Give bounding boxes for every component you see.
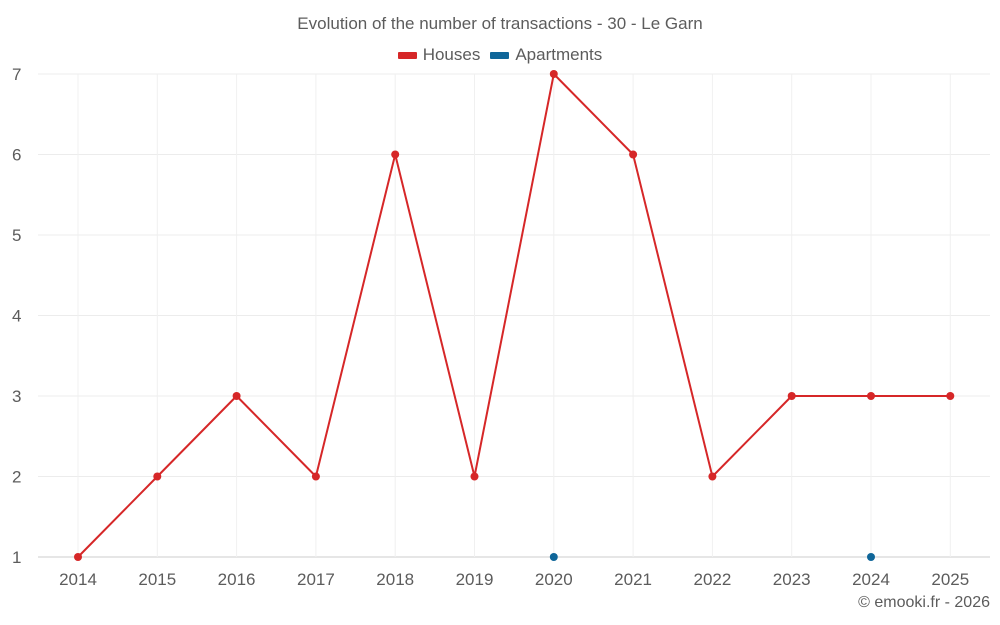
y-tick-label: 7	[12, 65, 21, 84]
chart-legend: Houses Apartments	[0, 45, 1000, 65]
legend-label-houses: Houses	[422, 45, 481, 64]
legend-swatch-apartments	[490, 51, 510, 59]
data-point-houses	[787, 392, 796, 400]
x-tick-label: 2014	[59, 570, 97, 589]
y-tick-label: 3	[12, 387, 21, 406]
x-tick-label: 2025	[931, 570, 969, 589]
credit-text: © emooki.fr - 2026	[858, 594, 990, 611]
data-point-apartments	[549, 553, 558, 561]
series-line-houses	[77, 73, 951, 558]
data-point-houses	[153, 472, 162, 481]
x-tick-label: 2024	[852, 570, 890, 589]
x-tick-label: 2021	[614, 570, 652, 589]
data-point-houses	[708, 472, 717, 481]
data-point-houses	[74, 553, 82, 561]
legend-item-houses[interactable]: Houses	[397, 45, 481, 65]
x-tick-label: 2017	[297, 570, 335, 589]
data-point-apartments	[867, 553, 875, 561]
x-tick-label: 2015	[138, 570, 176, 589]
data-point-houses	[946, 392, 955, 400]
x-tick-label: 2023	[773, 570, 811, 589]
data-point-houses	[470, 472, 479, 481]
y-tick-label: 5	[12, 226, 21, 245]
data-point-houses	[629, 150, 638, 159]
x-tick-label: 2020	[535, 570, 573, 589]
y-tick-label: 1	[12, 548, 21, 567]
legend-item-apartments[interactable]: Apartments	[490, 45, 602, 65]
x-tick-label: 2019	[456, 570, 494, 589]
y-tick-label: 4	[12, 307, 21, 326]
data-point-houses	[549, 70, 558, 78]
chart-title: Evolution of the number of transactions …	[297, 14, 703, 33]
legend-swatch-houses	[397, 51, 417, 59]
x-tick-label: 2016	[218, 570, 256, 589]
x-tick-label: 2022	[693, 570, 731, 589]
data-point-houses	[391, 150, 400, 159]
y-tick-label: 6	[12, 146, 21, 165]
legend-label-apartments: Apartments	[515, 45, 603, 64]
data-point-houses	[232, 392, 241, 400]
data-point-houses	[311, 472, 320, 481]
data-point-houses	[867, 392, 875, 400]
y-tick-label: 2	[12, 468, 21, 487]
x-tick-label: 2018	[376, 570, 414, 589]
